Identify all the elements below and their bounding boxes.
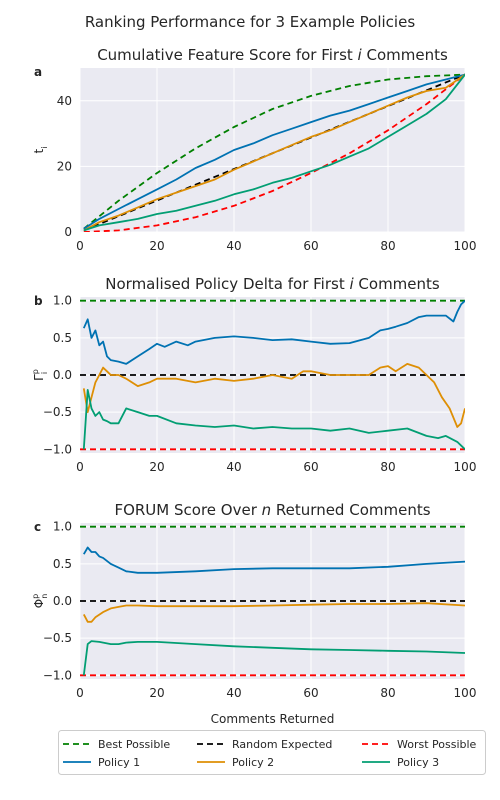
x-tick-label: 100 <box>454 460 477 474</box>
x-tick-label: 100 <box>454 686 477 700</box>
y-axis-label: ti <box>32 147 49 154</box>
series-line-policy3 <box>83 74 465 232</box>
panel-c: 0 20 40 60 80 100 −1.0 −0.5 0.0 0.5 1.0 FORUM Score… <box>31 501 476 726</box>
x-tick-label: 100 <box>454 239 477 253</box>
y-tick-label: −0.5 <box>43 405 72 419</box>
y-tick-label: 20 <box>57 159 72 173</box>
panel-title: Normalised Policy Delta for First i Comm… <box>105 275 440 293</box>
legend-label: Policy 1 <box>98 756 140 769</box>
x-axis-label: Comments Returned <box>211 712 335 726</box>
x-tick-label: 60 <box>303 460 318 474</box>
x-tick-label: 0 <box>76 686 84 700</box>
y-tick-label: 1.0 <box>53 294 72 308</box>
legend-frame <box>58 730 486 775</box>
panel-a: 0 20 40 60 80 100 0 20 40 Cumulative Feature Scor… <box>32 46 476 253</box>
x-tick-label: 40 <box>226 686 241 700</box>
y-tick-label: 0.0 <box>53 594 72 608</box>
y-tick-label: 0 <box>64 225 72 239</box>
legend-label: Random Expected <box>232 738 332 751</box>
series-line-policy1 <box>83 546 465 574</box>
x-tick-label: 80 <box>380 239 395 253</box>
series-lines <box>80 525 465 677</box>
y-tick-label: 0.0 <box>53 368 72 382</box>
panel-letter: a <box>34 65 42 79</box>
x-tick-label: 20 <box>149 460 164 474</box>
panel-title: Cumulative Feature Score for First i Com… <box>97 46 448 64</box>
panel-title: FORUM Score Over n Returned Comments <box>114 501 430 519</box>
series-line-policy1 <box>82 300 465 365</box>
series-lines <box>80 299 465 451</box>
panel-letter: c <box>34 520 41 534</box>
panel-b: 0 20 40 60 80 100 −1.0 −0.5 0.0 0.5 1.0 Normalised … <box>31 275 476 474</box>
y-tick-label: −1.0 <box>43 668 72 682</box>
x-tick-label: 80 <box>380 460 395 474</box>
figure-title: Ranking Performance for 3 Example Polici… <box>85 13 415 31</box>
x-tick-label: 0 <box>76 239 84 253</box>
panels: 0 20 40 60 80 100 0 20 40 Cumulative Feature Scor… <box>31 46 476 726</box>
series-line-best <box>83 73 465 230</box>
y-axis-label: Γpi <box>31 369 49 381</box>
x-tick-label: 60 <box>303 239 318 253</box>
series-line-policy2 <box>82 362 465 428</box>
x-tick-label: 20 <box>149 239 164 253</box>
y-tick-label: −0.5 <box>43 631 72 645</box>
x-tick-label: 80 <box>380 686 395 700</box>
series-line-policy1 <box>83 73 465 230</box>
series-lines <box>83 73 465 232</box>
y-tick-label: 1.0 <box>53 520 72 534</box>
series-line-policy2 <box>83 73 465 232</box>
y-tick-label: 40 <box>57 94 72 108</box>
legend-label: Worst Possible <box>397 738 477 751</box>
series-line-worst <box>83 73 465 232</box>
y-tick-label: 0.5 <box>53 557 72 571</box>
x-tick-label: 60 <box>303 686 318 700</box>
legend-label: Policy 3 <box>397 756 439 769</box>
series-line-policy3 <box>82 388 465 450</box>
panel-letter: b <box>34 294 43 308</box>
x-tick-label: 20 <box>149 686 164 700</box>
x-tick-label: 40 <box>226 239 241 253</box>
y-axis-label: Φpn <box>31 594 49 609</box>
y-tick-label: 0.5 <box>53 331 72 345</box>
y-tick-label: −1.0 <box>43 442 72 456</box>
series-line-policy3 <box>82 640 465 676</box>
x-tick-label: 40 <box>226 460 241 474</box>
legend: Best Possible Random Expected Worst Possib… <box>58 730 486 775</box>
x-tick-label: 0 <box>76 460 84 474</box>
series-line-policy2 <box>83 602 465 623</box>
legend-label: Best Possible <box>98 738 170 751</box>
legend-label: Policy 2 <box>232 756 274 769</box>
